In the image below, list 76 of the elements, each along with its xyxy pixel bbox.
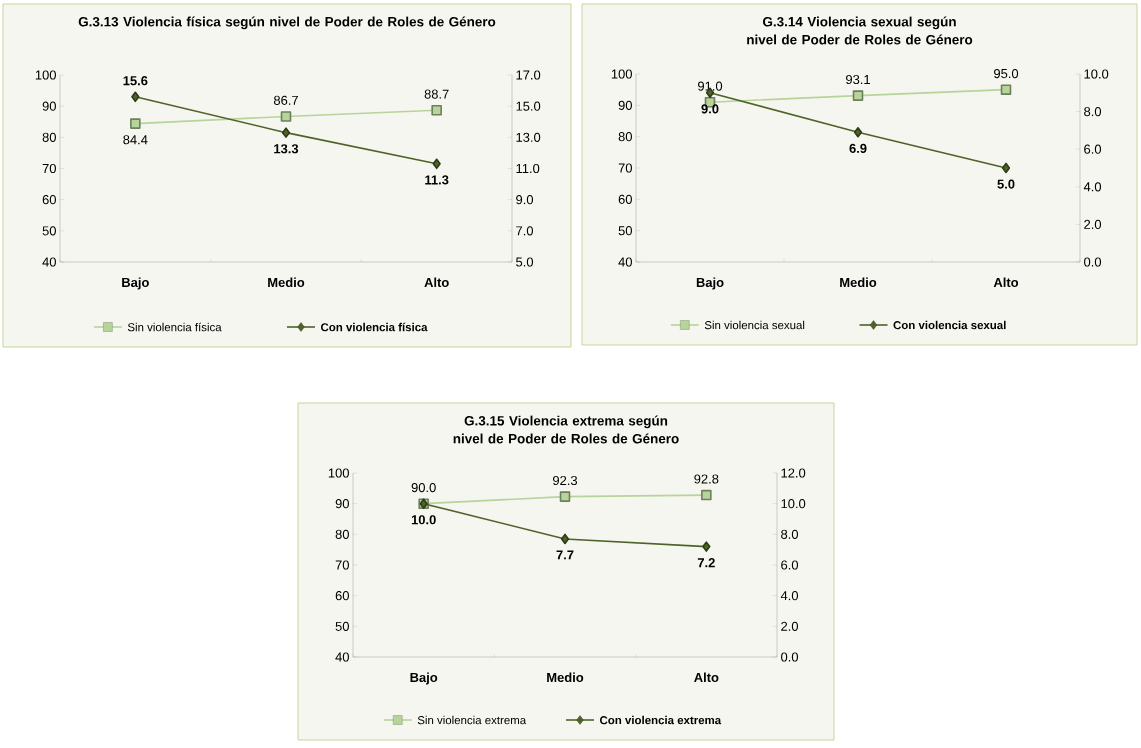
y-tick-label: 60 bbox=[42, 195, 56, 205]
y2-tick-label: 7.0 bbox=[516, 226, 534, 236]
data-label: 90.0 bbox=[411, 482, 436, 493]
y-tick-label: 60 bbox=[335, 591, 349, 601]
x-tick-label: Alto bbox=[424, 277, 449, 288]
y-tick-label: 90 bbox=[42, 101, 56, 111]
data-label: 10.0 bbox=[411, 515, 436, 525]
legend-label: Sin violencia sexual bbox=[704, 320, 805, 330]
data-label: 92.8 bbox=[694, 474, 719, 484]
y2-tick-label: 10.0 bbox=[781, 499, 806, 509]
x-tick-label: Medio bbox=[268, 277, 305, 288]
y2-tick-label: 4.0 bbox=[1083, 182, 1102, 192]
legend-label: Con violencia extrema bbox=[600, 715, 722, 725]
y-tick-label: 100 bbox=[35, 70, 56, 80]
data-label: 6.9 bbox=[849, 143, 867, 153]
x-tick-label: Medio bbox=[547, 672, 584, 683]
legend-label: Sin violencia física bbox=[127, 322, 222, 332]
data-label: 95.0 bbox=[994, 68, 1019, 79]
data-label: 9.0 bbox=[701, 104, 719, 114]
y-tick-label: 50 bbox=[618, 226, 632, 236]
y2-tick-label: 13.0 bbox=[516, 132, 541, 142]
chart-title: G.3.14 Violencia sexual según nivel de Poder de Roles de Género bbox=[747, 16, 973, 45]
data-label: 13.3 bbox=[274, 144, 299, 154]
y-tick-label: 90 bbox=[335, 499, 349, 509]
y-tick-label: 90 bbox=[618, 100, 632, 110]
data-label: 7.2 bbox=[697, 558, 715, 568]
data-label: 15.6 bbox=[123, 76, 148, 86]
x-tick-label: Bajo bbox=[410, 672, 438, 685]
data-label: 11.3 bbox=[425, 175, 449, 185]
y2-tick-label: 15.0 bbox=[516, 101, 541, 111]
data-label: 84.4 bbox=[123, 135, 148, 145]
data-label: 88.7 bbox=[424, 89, 449, 99]
legend-label: Con violencia sexual bbox=[893, 320, 1006, 330]
y2-tick-label: 11.0 bbox=[516, 163, 540, 174]
y-tick-label: 100 bbox=[328, 468, 349, 478]
y2-tick-label: 2.0 bbox=[1084, 219, 1102, 229]
y-tick-label: 70 bbox=[42, 163, 56, 174]
x-tick-label: Alto bbox=[694, 672, 719, 683]
y-tick-label: 50 bbox=[42, 226, 56, 236]
x-tick-label: Bajo bbox=[696, 277, 724, 290]
data-label: 92.3 bbox=[553, 475, 578, 486]
legend-label: Con violencia física bbox=[320, 322, 428, 332]
y2-tick-label: 2.0 bbox=[781, 621, 799, 631]
y2-tick-label: 5.0 bbox=[516, 257, 534, 267]
y-tick-label: 80 bbox=[618, 132, 632, 142]
y-tick-label: 70 bbox=[335, 560, 349, 570]
data-label: 5.0 bbox=[997, 179, 1015, 189]
y-tick-label: 70 bbox=[618, 163, 632, 173]
y2-tick-label: 0.0 bbox=[781, 652, 799, 662]
y2-tick-label: 8.0 bbox=[781, 529, 799, 539]
y2-tick-label: 17.0 bbox=[516, 70, 541, 80]
data-label: 7.7 bbox=[556, 550, 574, 560]
x-tick-label: Bajo bbox=[122, 277, 149, 290]
y2-tick-label: 0.0 bbox=[1084, 257, 1102, 267]
y-tick-label: 80 bbox=[335, 529, 349, 539]
y2-tick-label: 9.0 bbox=[516, 195, 534, 205]
x-tick-label: Alto bbox=[993, 277, 1019, 288]
y2-tick-label: 4.0 bbox=[780, 591, 799, 601]
data-label: 93.1 bbox=[846, 74, 870, 85]
y2-tick-label: 6.0 bbox=[781, 560, 799, 570]
y-tick-label: 50 bbox=[335, 621, 349, 631]
y-tick-label: 60 bbox=[618, 194, 632, 204]
chart-title: G.3.13 Violencia física según nivel de Poder de Roles de Género bbox=[78, 16, 496, 30]
y2-tick-label: 6.0 bbox=[1084, 144, 1102, 154]
data-label: 86.7 bbox=[273, 95, 298, 105]
x-tick-label: Medio bbox=[840, 277, 877, 288]
y2-tick-label: 10.0 bbox=[1084, 69, 1109, 79]
y2-tick-label: 8.0 bbox=[1084, 107, 1102, 117]
chart-title: G.3.15 Violencia extrema según nivel de Poder de Roles de Género bbox=[453, 415, 679, 444]
y2-tick-label: 12.0 bbox=[781, 468, 806, 478]
y-tick-label: 40 bbox=[335, 652, 349, 662]
y-tick-label: 40 bbox=[42, 257, 56, 267]
y-tick-label: 100 bbox=[611, 69, 632, 79]
y-tick-label: 40 bbox=[618, 257, 632, 267]
y-tick-label: 80 bbox=[42, 132, 56, 142]
legend-label: Sin violencia extrema bbox=[417, 715, 527, 725]
